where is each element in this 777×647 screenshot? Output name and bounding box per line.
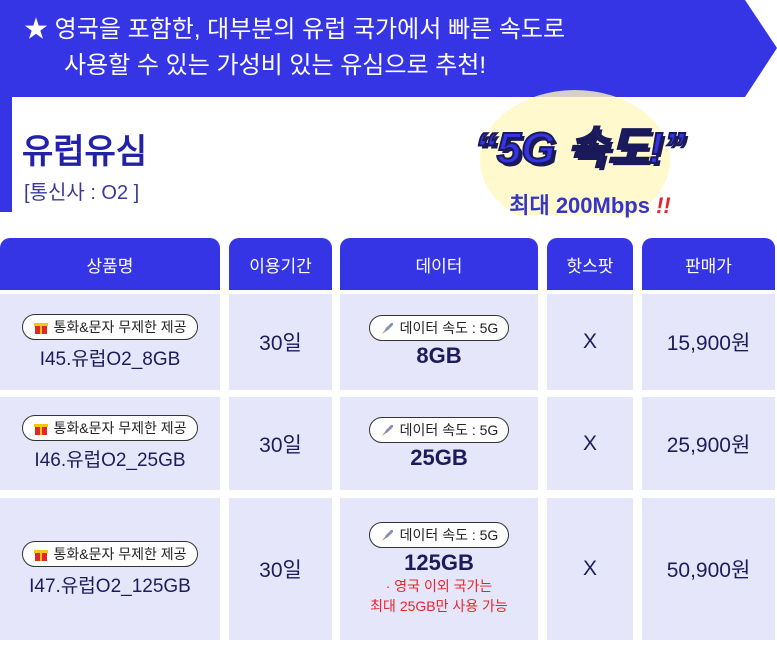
period: 30일 [259,332,302,355]
product-cell: 통화&문자 무제한 제공 I45.유럽O2_8GB [0,294,220,390]
badge-speed: 최대 200Mbps [509,193,650,218]
data-amount: 25GB [410,444,468,470]
column-header: 판매가 [642,238,775,290]
banner-text: ★ 영국을 포함한, 대부분의 유럽 국가에서 빠른 속도로 사용할 수 있는 … [24,12,565,84]
period: 30일 [259,559,302,582]
badge-title: “5G 속도!” [474,123,687,174]
data-amount: 125GB [404,550,474,575]
icon [381,323,393,334]
banner-shape [0,0,777,215]
benefit-tag: 통화&문자 무제한 제공 [22,415,198,441]
data-note: · 영국 이외 국가는 [385,578,493,594]
speed-text: 데이터 속도 : 5G [399,527,499,543]
benefit-tag: 통화&문자 무제한 제공 [22,540,198,567]
speed-tag: 데이터 속도 : 5G [368,315,510,341]
column-header: 상품명 [0,238,220,290]
benefit-tag: 통화&문자 무제한 제공 [22,313,198,340]
banner-line: ★ 영국을 포함한, 대부분의 유럽 국가에서 빠른 속도로 [24,16,566,43]
product-code: I46.유럽O2_25GB [34,450,186,471]
product-code: I47.유럽O2_125GB [29,575,191,597]
icon [381,530,393,541]
price-cell: 50,900원 [642,498,775,640]
icon [34,549,49,561]
data-cell: 데이터 속도 : 5G 25GB [340,397,538,490]
speed-tag: 데이터 속도 : 5G [368,416,510,443]
data-amount: 8GB [416,343,462,368]
price: 25,900원 [666,433,751,457]
product-name: 유럽유심 [22,133,148,171]
carrier: [통신사 : O2 ] [24,182,140,204]
period-cell: 30일 [229,498,332,640]
hotspot: X [582,431,597,455]
price-cell: 25,900원 [642,397,775,490]
price: 50,900원 [666,559,751,582]
period: 30일 [259,433,302,457]
banner-line: 사용할 수 있는 가성비 있는 유심으로 추천! [64,52,487,79]
badge-subtitle: 최대 200Mbps !! [470,188,710,220]
data-cell: 데이터 속도 : 5G 8GB [340,294,538,390]
price-cell: 15,900원 [642,294,775,390]
period-cell: 30일 [229,294,332,390]
period-cell: 30일 [229,397,332,490]
speed-text: 데이터 속도 : 5G [399,421,499,438]
speed-text: 데이터 속도 : 5G [399,320,499,336]
speed-tag: 데이터 속도 : 5G [368,522,510,548]
icon [34,424,49,435]
column-header: 이용기간 [229,238,332,290]
hotspot: X [582,557,597,580]
price: 15,900원 [666,332,751,355]
product-cell: 통화&문자 무제한 제공 I46.유럽O2_25GB [0,397,220,490]
hotspot-cell: X [547,294,633,390]
column-header: 핫스팟 [547,238,633,290]
benefit-text: 통화&문자 무제한 제공 [53,545,187,562]
benefit-text: 통화&문자 무제한 제공 [53,420,187,436]
hotspot-cell: X [547,498,633,640]
column-header: 데이터 [340,238,538,290]
badge-emphasis: !! [656,193,671,218]
data-note: 최대 25GB만 사용 가능 [370,598,508,614]
benefit-text: 통화&문자 무제한 제공 [53,318,187,335]
hotspot-cell: X [547,397,633,490]
icon [34,322,49,334]
hotspot: X [582,330,597,353]
product-cell: 통화&문자 무제한 제공 I47.유럽O2_125GB [0,498,220,640]
product-code: I45.유럽O2_8GB [39,348,181,370]
icon [381,424,393,436]
